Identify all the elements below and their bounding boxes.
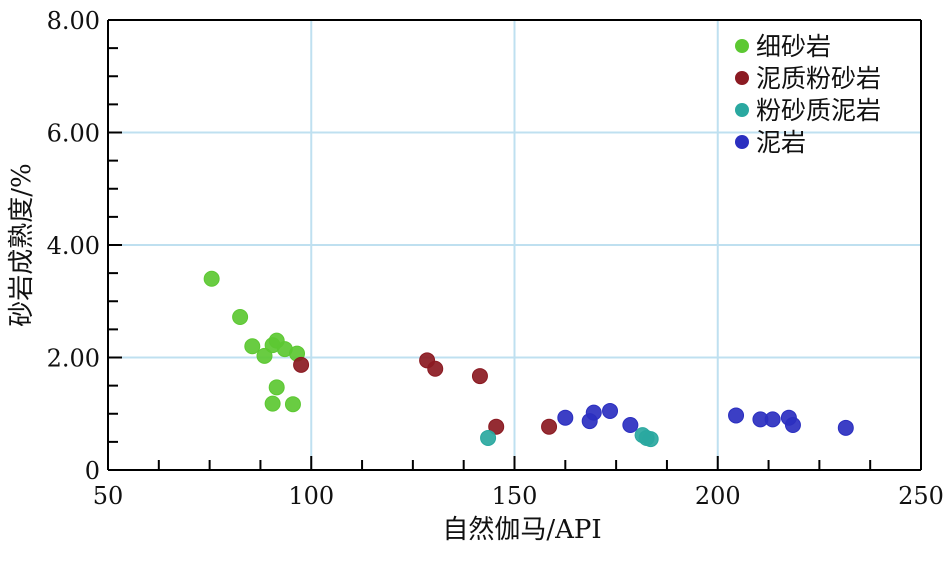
data-point [427,360,444,377]
data-point [268,379,285,396]
y-tick-label: 6.00 [47,120,100,148]
legend-label: 泥质粉砂岩 [756,64,881,93]
legend-label: 粉砂质泥岩 [756,96,881,125]
legend-marker [735,103,749,117]
legend-marker [735,71,749,85]
x-tick-label: 50 [93,482,124,510]
legend-label: 细砂岩 [756,32,831,61]
data-point [585,404,602,421]
x-tick-label: 100 [288,482,334,510]
data-point [293,356,310,373]
y-tick-label: 0 [85,457,100,485]
x-tick-label: 200 [695,482,741,510]
legend-label: 泥岩 [756,128,806,157]
data-point [264,395,281,412]
data-point [244,338,261,355]
x-tick-label: 250 [898,482,944,510]
y-axis-title: 砂岩成熟度/% [7,163,37,326]
data-point [471,368,488,385]
data-point [557,409,574,426]
data-point [232,309,249,325]
data-point [256,347,273,364]
series-1 [293,352,558,435]
data-point [642,431,659,448]
data-point [480,429,497,446]
data-point [284,396,301,413]
data-point [784,417,801,433]
legend-marker [735,39,749,53]
y-tick-label: 2.00 [47,345,100,373]
x-axis-title: 自然伽马/API [442,515,601,545]
y-tick-label: 8.00 [47,7,100,35]
grid [108,20,921,470]
series-2 [480,427,659,448]
series-0 [203,270,306,413]
tick-labels: 50 100 150 200 250 0 2.00 4.00 6.00 8.00 [47,7,944,510]
axes [107,19,922,471]
data-point [622,417,639,433]
data-point [541,418,558,435]
data-point [837,419,854,436]
series-3 [557,402,854,436]
data-point [203,270,220,287]
y-tick-label: 4.00 [47,232,100,260]
data-point [764,411,781,428]
data-points [203,270,854,448]
data-point [602,402,619,419]
legend-marker [735,135,749,149]
data-point [728,407,745,424]
data-point [488,418,505,435]
x-tick-label: 150 [492,482,538,510]
